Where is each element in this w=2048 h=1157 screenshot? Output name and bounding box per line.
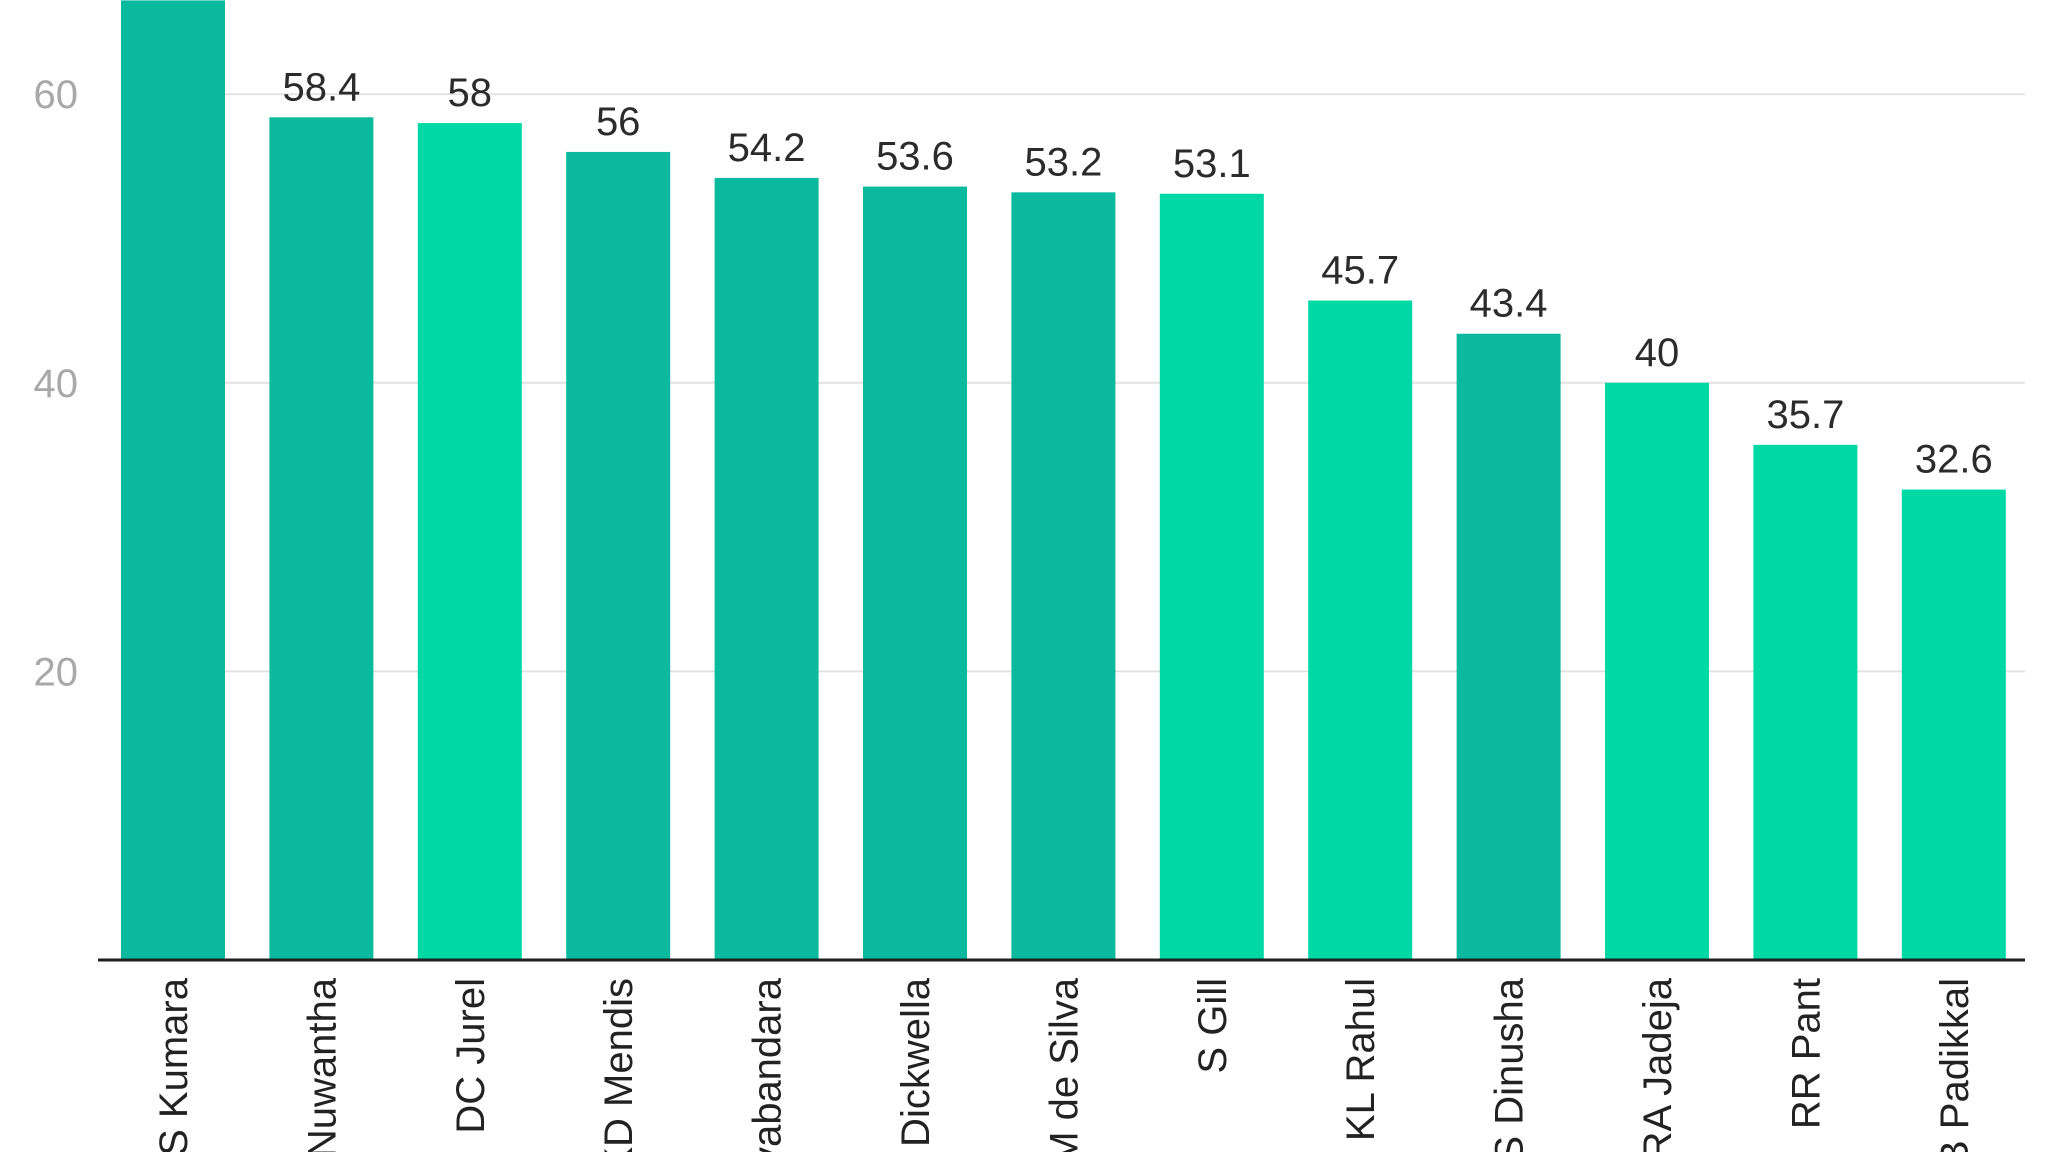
y-axis-ticks: 20 40 60 (34, 73, 79, 694)
data-label: 58.4 (282, 65, 360, 109)
x-tick-label: Dickwella (894, 977, 938, 1147)
bar (714, 177, 819, 961)
bar (1901, 489, 2006, 960)
y-tick-label: 60 (34, 73, 79, 117)
data-label: 53.6 (876, 135, 954, 179)
data-label: 35.7 (1766, 393, 1844, 437)
bar (121, 0, 225, 960)
x-tick-label: RR Pant (1784, 978, 1828, 1129)
bar (417, 123, 522, 960)
y-tick-label: 20 (34, 650, 79, 694)
x-tick-label: DC Jurel (449, 978, 493, 1134)
bar (863, 186, 967, 960)
y-tick-label: 40 (34, 362, 79, 406)
bar (1308, 300, 1413, 960)
data-label: 56 (596, 100, 641, 144)
x-tick-label: LS Kumara (152, 977, 196, 1152)
bars (121, 0, 2006, 961)
x-tick-label: B Padikkal (1933, 978, 1977, 1152)
data-label: 40 (1635, 331, 1680, 375)
x-tick-label: Nuwantha (300, 977, 344, 1152)
data-label: 53.2 (1024, 140, 1102, 184)
bar (1011, 192, 1116, 961)
data-label: 43.4 (1470, 282, 1548, 326)
data-labels: 58.4 58 56 54.2 53.6 53.2 53.1 45.7 43.4 40 35.7 32… (282, 65, 1992, 481)
data-label: 53.1 (1173, 142, 1251, 186)
x-tick-label: S Dinusha (1488, 977, 1532, 1152)
x-tick-label: S Gill (1191, 978, 1235, 1074)
x-axis-ticks: LS Kumara Nuwantha DC Jurel KD Mendis yaband… (152, 977, 1977, 1157)
data-label: 32.6 (1915, 438, 1993, 482)
data-label: 45.7 (1321, 249, 1399, 293)
bar (566, 151, 671, 961)
x-tick-label: M de Silva (1042, 977, 1086, 1152)
bar (1753, 444, 1858, 960)
bar (1159, 193, 1264, 961)
x-tick-label: RA Jadeja (1636, 977, 1680, 1152)
data-label: 54.2 (728, 126, 806, 170)
bar (1456, 333, 1561, 960)
x-tick-label: KL Rahul (1339, 978, 1383, 1141)
bar (1605, 382, 1709, 960)
x-tick-label: yabandara (746, 977, 790, 1152)
bar (269, 117, 374, 960)
x-tick-label: KD Mendis (597, 978, 641, 1152)
gridlines (222, 93, 2025, 673)
data-label: 58 (448, 71, 493, 115)
